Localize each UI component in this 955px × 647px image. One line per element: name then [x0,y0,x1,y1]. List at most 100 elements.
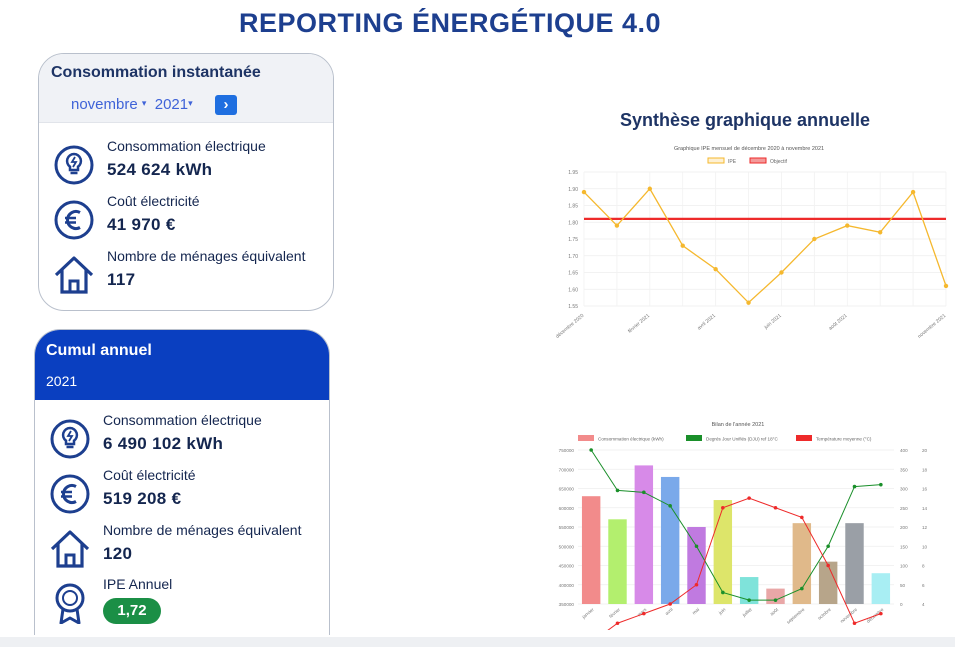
dju-point [589,448,593,452]
y-tick-label-right: 350 [900,467,908,472]
dju-point [721,590,725,595]
instant-card: Consommation instantanée novembre ▾ 2021… [38,53,334,311]
y-tick-label: 1.60 [568,287,578,293]
legend-swatch [707,157,725,164]
y-tick-label-right2: 4 [922,602,925,607]
temperature-point [615,621,620,626]
y-tick-label-right: 400 [900,448,908,453]
x-tick-label: août 2021 [828,313,849,332]
x-tick-label: septembre [786,607,806,625]
cumul-card-header: Cumul annuel 2021 [35,330,329,400]
y-tick-label: 1.80 [568,220,578,226]
y-tick-label-left: 400000 [559,583,575,588]
page-title: REPORTING ÉNERGÉTIQUE 4.0 [238,8,662,38]
y-tick-label-right: 100 [900,564,908,569]
x-tick-label: avril 2021 [696,313,717,332]
consumption-bar [713,500,733,604]
legend-label: Objectif [770,159,788,165]
y-tick-label: 1.85 [568,204,578,210]
chart-title: Graphique IPE mensuel de décembre 2020 à… [674,146,824,152]
y-tick-label: 1.95 [568,170,578,176]
dju-point [668,504,672,508]
y-tick-label-right2: 14 [922,506,928,511]
dju-point [852,484,857,489]
bottom-scroll-area [0,637,955,647]
stat-value: 524 624 kWh [107,160,213,179]
temperature-point [747,496,751,500]
x-tick-label: mars [636,606,648,617]
caret-down-icon: ▾ [141,98,147,108]
x-tick-label: juin 2021 [763,313,783,331]
chart-legend: Consommation électrique (kWh) Degrés Jour… [578,435,872,442]
y-tick-label-right2: 10 [922,544,928,549]
legend-label: Degrés Jour Unifiés (DJU) ref 18°C [706,437,778,442]
cumul-card-title: Cumul annuel [46,342,152,359]
y-tick-label-left: 350000 [559,602,575,607]
y-tick-label-left: 600000 [559,506,575,511]
ipe-point [647,186,653,191]
caret-down-icon: ▾ [188,98,193,108]
house-icon [50,530,90,568]
bilan-combo-chart: Bilan de l'année 2021 Consommation élect… [538,418,938,645]
month-select[interactable]: novembre ▾ [71,96,147,113]
ipe-point [943,283,949,289]
ipe-point [713,266,718,272]
y-tick-label: 1.55 [568,304,578,310]
x-tick-label: mai [691,607,700,616]
cumul-card: Cumul annuel 2021 Consommation électriqu… [34,329,330,635]
legend-swatch [686,435,702,441]
consumption-bar [792,523,812,604]
ipe-point [845,223,850,228]
y-tick-label-left: 450000 [559,564,575,569]
y-tick-label-left: 650000 [559,487,575,492]
chart-title: Bilan de l'année 2021 [712,422,765,428]
dju-point [642,490,646,495]
y-tick-label-right: 0 [900,602,903,607]
euro-icon [50,474,90,514]
x-tick-label: avril [664,607,674,616]
stat-label: Consommation électrique [103,412,262,428]
y-tick-label-right2: 12 [922,525,928,530]
instant-card-header: Consommation instantanée novembre ▾ 2021… [39,54,333,123]
y-tick-label-right: 200 [900,525,908,530]
x-tick-label: juillet [741,606,754,618]
stat-value: 117 [107,270,136,289]
temperature-point [642,611,646,616]
y-tick-label-right2: 18 [922,467,928,472]
year-select[interactable]: 2021▾ [154,96,193,113]
x-tick-label: octobre [817,607,832,621]
dju-point [615,488,620,493]
consumption-bar [634,465,654,604]
y-tick-label: 1.65 [568,271,578,277]
consumption-bar [845,523,864,604]
y-tick-label-right2: 20 [922,448,928,453]
stat-value: 6 490 102 kWh [103,434,224,453]
ipe-badge: 1,72 [103,598,161,624]
consumption-bar [739,577,759,604]
lightbulb-icon [50,419,90,459]
stat-label: Consommation électrique [107,138,266,154]
dju-point [826,544,830,549]
period-selector: novembre ▾ 2021▾ [71,96,193,113]
consumption-bar [660,476,680,604]
ipe-line-chart-svg: Graphique IPE mensuel de décembre 2020 à… [555,146,949,340]
y-tick-label-left: 550000 [559,525,575,530]
dju-point [747,598,751,602]
legend-label: Température moyenne (°C) [816,437,872,442]
y-tick-label-left: 750000 [559,448,575,453]
chart-marks [581,448,891,645]
stat-label: Coût électricité [103,467,196,483]
ipe-point [877,230,883,235]
next-period-button[interactable]: › [215,95,237,115]
temperature-point [694,582,699,587]
temperature-point [852,621,857,626]
dju-line [590,449,881,601]
chart-legend: IPE Objectif [707,157,788,165]
ipe-point [910,189,916,195]
stat-label: IPE Annuel [103,576,173,592]
ipe-point [779,270,784,275]
x-tick-label: juin [717,607,727,616]
legend-swatch [796,435,812,441]
y-tick-label-left: 700000 [559,467,575,472]
legend-label: Consommation électrique (kWh) [598,437,664,442]
